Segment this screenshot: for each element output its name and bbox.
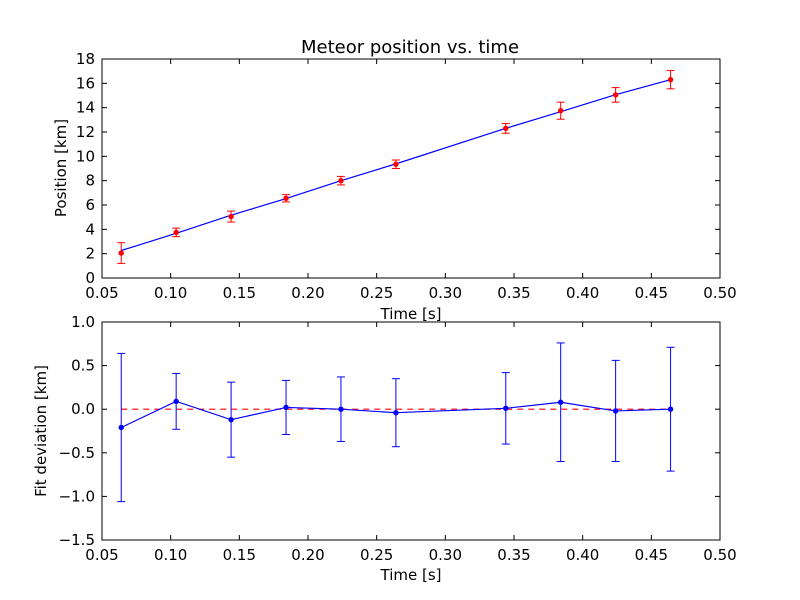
- deviation-plot: 0.05 0.10 0.15 0.20 0.25 0.30 0.35 0.40 0.45 0.50…: [32, 313, 737, 584]
- position-x-tick-label: 0.50: [703, 284, 736, 302]
- deviation-x-tick-label: 0.10: [154, 546, 187, 564]
- position-x-tick-label: 0.05: [85, 284, 118, 302]
- position-point: [667, 76, 674, 83]
- deviation-y-axis: −1.5 −1.0 −0.5 0.0 0.5 1.0: [59, 313, 720, 549]
- deviation-line: [120, 400, 671, 429]
- deviation-plot-frame: [101, 321, 721, 541]
- position-y-axis: 0 2 4 6 8 10 12 14 16 18: [76, 50, 720, 287]
- position-y-tick-label: 6: [85, 196, 95, 214]
- position-y-tick-label: 12: [76, 123, 95, 141]
- position-point: [228, 213, 234, 220]
- chart-title: Meteor position vs. time: [301, 37, 519, 58]
- deviation-y-tick-label: 0.0: [71, 400, 95, 418]
- position-x-tick-label: 0.35: [497, 284, 530, 302]
- position-point: [338, 177, 344, 184]
- position-x-axis-label: Time [s]: [380, 305, 442, 323]
- deviation-y-tick-label: 0.5: [71, 357, 95, 375]
- deviation-x-tick-label: 0.35: [497, 546, 530, 564]
- position-point: [118, 250, 124, 256]
- deviation-x-tick-label: 0.50: [703, 546, 736, 564]
- position-plot-frame: [101, 58, 721, 279]
- position-x-axis: 0.05 0.10 0.15 0.20 0.25 0.30 0.35 0.40 0.45 0.50: [85, 59, 737, 302]
- deviation-y-tick-label: 1.0: [71, 313, 95, 331]
- position-plot: Meteor position vs. time 0.05 0.10 0.15 0.2…: [52, 37, 737, 323]
- position-x-tick-label: 0.40: [566, 284, 599, 302]
- position-y-axis-label: Position [km]: [52, 119, 70, 217]
- deviation-plot-marks: [117, 342, 675, 503]
- position-y-tick-label: 10: [76, 147, 95, 165]
- deviation-x-axis: 0.05 0.10 0.15 0.20 0.25 0.30 0.35 0.40 0.45 0.50: [85, 322, 737, 564]
- position-y-tick-label: 4: [85, 220, 95, 238]
- position-point: [283, 195, 289, 202]
- deviation-x-tick-label: 0.30: [429, 546, 462, 564]
- position-y-tick-label: 16: [76, 74, 95, 92]
- position-point: [393, 161, 399, 167]
- position-y-tick-label: 0: [85, 269, 95, 287]
- position-y-tick-label: 8: [85, 172, 95, 190]
- fit-line: [121, 79, 671, 252]
- deviation-y-tick-label: −1.5: [59, 531, 95, 549]
- deviation-x-tick-label: 0.05: [85, 546, 118, 564]
- deviation-x-tick-label: 0.15: [223, 546, 256, 564]
- position-x-tick-label: 0.10: [154, 284, 187, 302]
- position-point: [557, 108, 564, 114]
- deviation-point: [338, 406, 344, 412]
- deviation-point: [283, 404, 289, 411]
- deviation-point: [503, 405, 509, 412]
- deviation-y-tick-label: −1.0: [59, 487, 95, 505]
- deviation-point: [557, 399, 564, 405]
- deviation-point: [667, 406, 674, 412]
- deviation-point: [118, 424, 124, 431]
- deviation-x-tick-label: 0.20: [291, 546, 324, 564]
- deviation-point: [612, 408, 619, 414]
- position-x-tick-label: 0.15: [223, 284, 256, 302]
- deviation-y-tick-label: −0.5: [59, 444, 95, 462]
- deviation-x-tick-label: 0.45: [635, 546, 668, 564]
- position-plot-marks: [117, 70, 675, 264]
- deviation-point: [173, 398, 179, 405]
- deviation-x-axis-label: Time [s]: [380, 566, 442, 584]
- position-point: [503, 125, 509, 132]
- deviation-point: [393, 409, 399, 416]
- position-x-tick-label: 0.20: [291, 284, 324, 302]
- deviation-y-axis-label: Fit deviation [km]: [32, 365, 50, 497]
- position-y-tick-label: 14: [76, 99, 95, 117]
- deviation-x-tick-label: 0.40: [566, 546, 599, 564]
- position-point: [173, 229, 179, 236]
- position-y-tick-label: 2: [85, 245, 95, 263]
- deviation-x-tick-label: 0.25: [360, 546, 393, 564]
- position-y-tick-label: 18: [76, 50, 95, 68]
- position-x-tick-label: 0.45: [635, 284, 668, 302]
- position-x-tick-label: 0.25: [360, 284, 393, 302]
- position-x-tick-label: 0.30: [429, 284, 462, 302]
- deviation-point: [228, 416, 234, 423]
- position-point: [612, 92, 619, 98]
